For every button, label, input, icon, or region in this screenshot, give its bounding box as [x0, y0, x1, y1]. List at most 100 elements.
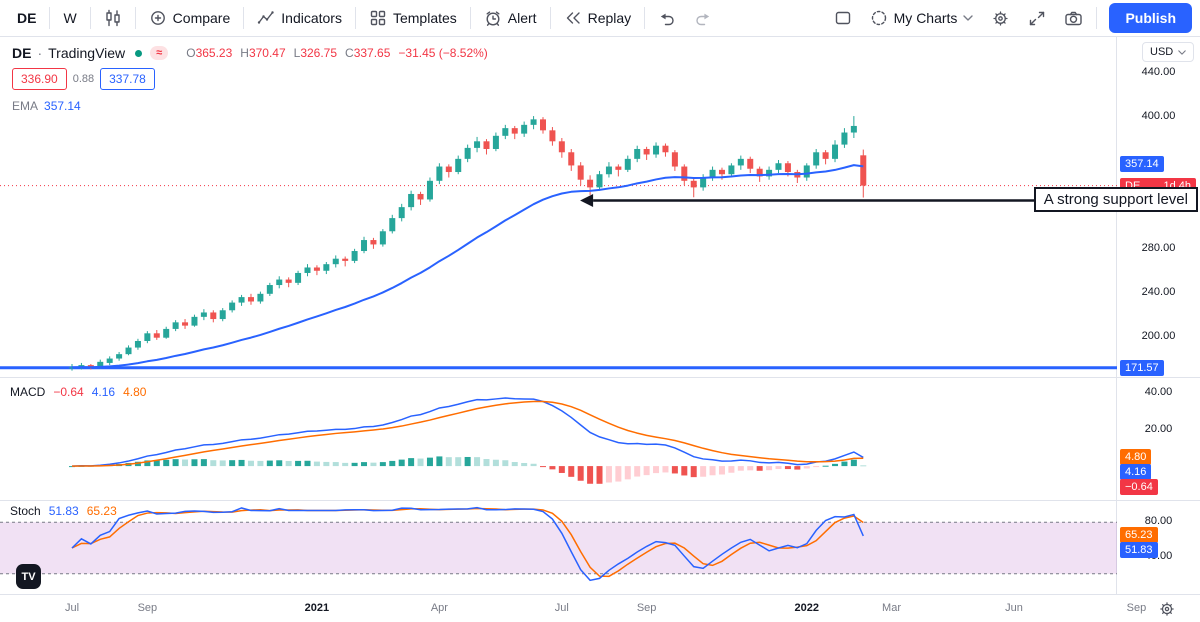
fullscreen-icon	[1028, 9, 1046, 27]
toolbar-separator	[354, 7, 356, 29]
close-value: 337.65	[353, 46, 391, 60]
my-charts-button[interactable]: My Charts	[861, 4, 983, 32]
stoch-label: Stoch	[10, 504, 41, 518]
indicators-label: Indicators	[281, 10, 342, 26]
redo-button[interactable]	[685, 4, 721, 32]
toolbar-separator	[549, 7, 551, 29]
macd-line-value: 4.16	[91, 385, 116, 399]
alert-button[interactable]: Alert	[475, 4, 546, 32]
price-badge: 4.16	[1120, 464, 1152, 481]
gear-icon	[991, 9, 1010, 28]
toolbar-separator	[49, 7, 51, 29]
low-label: L	[293, 46, 301, 60]
time-axis-label: Jul	[554, 602, 569, 614]
stoch-d-value: 65.23	[86, 504, 117, 518]
price-scale-label: 20.00	[1144, 422, 1173, 435]
delayed-data-badge[interactable]: ≈	[150, 46, 169, 60]
macd-hist-value: −0.64	[53, 385, 84, 399]
replay-button[interactable]: Replay	[555, 4, 641, 32]
price-badge: 4.80	[1120, 449, 1152, 466]
chart-canvas[interactable]	[0, 37, 1200, 622]
compare-icon	[149, 9, 167, 27]
buy-ask-button[interactable]: 337.78	[100, 68, 155, 90]
layout-icon	[834, 9, 852, 27]
toolbar-separator	[243, 7, 245, 29]
time-axis-label: Mar	[882, 602, 901, 614]
price-scale-label: 200.00	[1141, 329, 1176, 342]
toolbar-separator	[644, 7, 646, 29]
toolbar-separator	[469, 7, 471, 29]
legend-symbol: DE	[12, 45, 32, 61]
snapshot-button[interactable]	[1055, 4, 1092, 33]
chart-region: DE · TradingView ≈ O365.23 H370.47 L326.…	[0, 37, 1200, 622]
high-label: H	[240, 46, 249, 60]
spread-value: 0.88	[72, 73, 95, 85]
ema-value: 357.14	[44, 99, 81, 113]
layout-button[interactable]	[825, 4, 861, 32]
price-badge: 357.14	[1120, 156, 1164, 173]
ohlc-values: O365.23 H370.47 L326.75 C337.65 −31.45 (…	[186, 46, 488, 60]
legend-separator: ·	[37, 45, 43, 61]
data-feed-status-dot	[135, 49, 143, 57]
price-scale-label: 80.00	[1144, 515, 1173, 528]
gear-icon	[1158, 602, 1176, 622]
change-value: −31.45 (−8.52%)	[398, 46, 488, 60]
chevron-down-icon	[963, 15, 974, 21]
sell-bid-button[interactable]: 336.90	[12, 68, 67, 90]
publish-button[interactable]: Publish	[1109, 3, 1192, 33]
alarm-clock-icon	[484, 9, 502, 27]
templates-grid-icon	[369, 9, 387, 27]
undo-icon	[658, 9, 676, 27]
undo-button[interactable]	[649, 4, 685, 32]
settings-button[interactable]	[982, 4, 1019, 33]
time-axis-label: Jun	[1005, 602, 1023, 614]
toolbar-right-group: My Charts	[825, 0, 1192, 36]
bar-style-button[interactable]	[95, 4, 131, 32]
price-badge: 171.57	[1120, 359, 1164, 376]
close-label: C	[345, 46, 354, 60]
symbol-legend-row[interactable]: DE · TradingView ≈ O365.23 H370.47 L326.…	[12, 45, 488, 61]
time-axis-label: Sep	[137, 602, 158, 614]
symbol-label: DE	[17, 10, 37, 26]
templates-label: Templates	[392, 10, 457, 26]
axis-settings-button[interactable]	[1158, 600, 1176, 622]
support-level-annotation[interactable]: A strong support level	[1033, 187, 1198, 212]
low-value: 326.75	[300, 46, 338, 60]
top-toolbar: DE W	[0, 0, 1200, 37]
fullscreen-button[interactable]	[1019, 4, 1055, 32]
replay-rewind-icon	[564, 9, 582, 27]
open-value: 365.23	[195, 46, 233, 60]
stoch-legend-row[interactable]: Stoch 51.83 65.23	[10, 504, 117, 518]
macd-label: MACD	[10, 385, 46, 399]
indicators-icon	[257, 9, 275, 27]
alert-label: Alert	[507, 10, 537, 26]
time-axis-label: 2022	[794, 602, 819, 614]
price-badge: −0.64	[1120, 479, 1158, 496]
indicators-button[interactable]: Indicators	[248, 4, 351, 32]
templates-button[interactable]: Templates	[360, 4, 466, 32]
redo-icon	[694, 9, 712, 27]
price-scale-label: 400.00	[1141, 110, 1176, 123]
time-axis-label: Sep	[1126, 602, 1147, 614]
interval-button[interactable]: W	[54, 5, 85, 31]
time-axis-label: Apr	[430, 602, 448, 614]
open-label: O	[186, 46, 196, 60]
compare-button[interactable]: Compare	[140, 4, 240, 32]
symbol-search-button[interactable]: DE	[8, 5, 45, 31]
toolbar-separator	[134, 7, 136, 29]
my-charts-label: My Charts	[893, 10, 958, 26]
currency-selector[interactable]: USD	[1142, 42, 1195, 62]
toolbar-separator	[89, 7, 91, 29]
price-scale-label: 40.00	[1144, 385, 1173, 398]
compare-label: Compare	[172, 10, 231, 26]
ema-legend-row[interactable]: EMA 357.14	[12, 99, 488, 113]
publish-label: Publish	[1125, 10, 1176, 26]
tradingview-logo[interactable]: TV	[16, 564, 41, 589]
time-axis-label: Jul	[64, 602, 80, 614]
interval-label: W	[63, 10, 77, 26]
stoch-k-value: 51.83	[48, 504, 79, 518]
macd-legend-row[interactable]: MACD −0.64 4.16 4.80	[10, 385, 146, 399]
time-axis-label: Sep	[636, 602, 657, 614]
price-scale-label: 440.00	[1141, 66, 1176, 79]
